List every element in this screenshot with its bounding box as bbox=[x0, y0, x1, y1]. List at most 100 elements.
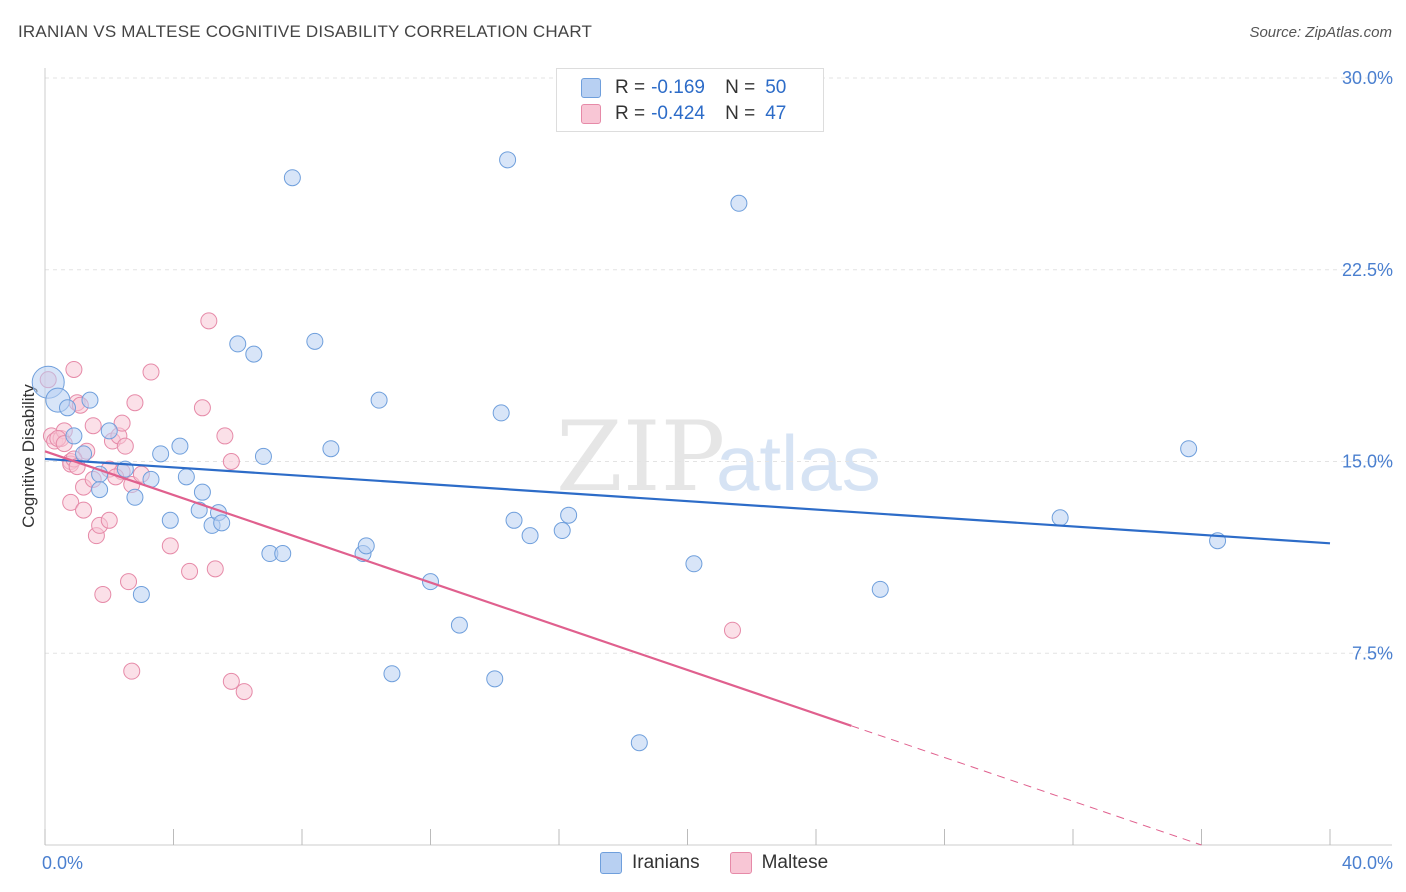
legend-n-value: 47 bbox=[765, 103, 787, 124]
iranians-point bbox=[193, 483, 211, 501]
iranians-point bbox=[560, 506, 578, 524]
legend-n-value: 50 bbox=[765, 77, 787, 98]
maltese-point bbox=[62, 493, 80, 511]
maltese-trend-line bbox=[44, 450, 852, 727]
y-tick-label: 30.0% bbox=[1342, 68, 1393, 88]
iranians-point bbox=[370, 391, 388, 409]
maltese-points bbox=[39, 312, 741, 701]
legend-item-maltese[interactable]: Maltese bbox=[729, 852, 829, 874]
maltese-point bbox=[94, 585, 112, 603]
iranians-point bbox=[1051, 509, 1069, 527]
iranians-point bbox=[306, 332, 324, 350]
maltese-point bbox=[113, 414, 131, 432]
axes bbox=[44, 68, 1392, 846]
legend-n-label: N = bbox=[725, 103, 756, 124]
iranians-point bbox=[630, 734, 648, 752]
iranians-point bbox=[521, 527, 539, 545]
iranians-point bbox=[161, 511, 179, 529]
chart-title: IRANIAN VS MALTESE COGNITIVE DISABILITY … bbox=[18, 22, 593, 41]
iranians-point bbox=[171, 437, 189, 455]
x-tick-labels: 0.0% 40.0% bbox=[42, 853, 1393, 873]
y-tick-label: 15.0% bbox=[1342, 452, 1393, 472]
maltese-point bbox=[161, 537, 179, 555]
iranians-swatch bbox=[581, 78, 601, 98]
x-tick-label: 40.0% bbox=[1342, 853, 1393, 873]
legend-row-maltese: R = -0.424 N = 47 bbox=[581, 101, 786, 127]
legend-r-value: -0.169 bbox=[651, 77, 705, 98]
maltese-point bbox=[142, 363, 160, 381]
maltese-point bbox=[181, 562, 199, 580]
iranians-point bbox=[553, 522, 571, 540]
iranians-point bbox=[730, 194, 748, 212]
legend-n-label: N = bbox=[725, 77, 756, 98]
iranians-point bbox=[58, 399, 76, 417]
maltese-point bbox=[200, 312, 218, 330]
iranians-point bbox=[152, 445, 170, 463]
iranians-point bbox=[357, 537, 375, 555]
iranians-point bbox=[254, 447, 272, 465]
maltese-point bbox=[723, 621, 741, 639]
iranians-point bbox=[685, 555, 703, 573]
iranians-point bbox=[65, 427, 83, 445]
y-axis-label: Cognitive Disability bbox=[19, 384, 38, 528]
stats-legend: R = -0.169 N = 50 R = -0.424 N = 47 bbox=[556, 68, 824, 132]
iranians-point bbox=[91, 481, 109, 499]
maltese-point bbox=[123, 662, 141, 680]
maltese-point bbox=[126, 394, 144, 412]
iranians-point bbox=[274, 545, 292, 563]
iranians-point bbox=[322, 440, 340, 458]
iranians-point bbox=[177, 468, 195, 486]
iranians-point bbox=[283, 169, 301, 187]
iranians-legend-label: Iranians bbox=[632, 852, 700, 873]
watermark-atlas: atlas bbox=[716, 419, 881, 507]
iranians-point bbox=[100, 422, 118, 440]
legend-r-label: R = bbox=[615, 77, 646, 98]
maltese-point bbox=[84, 417, 102, 435]
iranians-point bbox=[492, 404, 510, 422]
maltese-point bbox=[222, 672, 240, 690]
y-tick-labels: 7.5% 15.0% 22.5% 30.0% bbox=[1342, 68, 1393, 663]
legend-row-iranians: R = -0.169 N = 50 bbox=[581, 75, 786, 101]
maltese-point bbox=[75, 501, 93, 519]
iranians-point bbox=[383, 665, 401, 683]
maltese-legend-label: Maltese bbox=[761, 852, 829, 873]
gridlines bbox=[45, 77, 1392, 654]
maltese-legend-swatch bbox=[729, 852, 752, 874]
series-legend: Iranians Maltese bbox=[600, 852, 858, 874]
maltese-trend-extension bbox=[851, 725, 1202, 846]
iranians-point bbox=[871, 580, 889, 598]
y-axis-label-group: Cognitive Disability bbox=[19, 384, 38, 528]
iranians-point bbox=[1180, 440, 1198, 458]
maltese-point bbox=[193, 399, 211, 417]
y-tick-label: 7.5% bbox=[1352, 643, 1393, 663]
iranians-point bbox=[229, 335, 247, 353]
iranians-point bbox=[505, 511, 523, 529]
y-tick-label: 22.5% bbox=[1342, 260, 1393, 280]
iranians-legend-swatch bbox=[600, 852, 622, 874]
iranians-trend-line bbox=[44, 457, 1331, 545]
maltese-point bbox=[216, 427, 234, 445]
iranians-point bbox=[499, 151, 517, 169]
iranians-point bbox=[486, 670, 504, 688]
iranians-point bbox=[75, 445, 93, 463]
maltese-point bbox=[235, 683, 253, 701]
legend-r-label: R = bbox=[615, 103, 646, 124]
maltese-point bbox=[222, 453, 240, 470]
source-label: Source: ZipAtlas.com bbox=[1249, 24, 1392, 41]
iranians-point bbox=[81, 391, 99, 409]
legend-item-iranians[interactable]: Iranians bbox=[600, 852, 700, 874]
x-tick-label: 0.0% bbox=[42, 853, 83, 873]
maltese-swatch bbox=[581, 104, 601, 124]
maltese-point bbox=[100, 511, 118, 529]
iranians-point bbox=[126, 488, 144, 506]
maltese-point bbox=[65, 360, 83, 378]
iranians-point bbox=[450, 616, 468, 634]
iranians-point bbox=[245, 345, 263, 363]
trend-lines bbox=[44, 450, 1331, 846]
maltese-point bbox=[120, 573, 138, 591]
maltese-point bbox=[206, 560, 224, 578]
watermark-zip: ZIP bbox=[556, 401, 725, 513]
legend-r-value: -0.424 bbox=[651, 103, 705, 124]
iranians-point bbox=[132, 585, 150, 603]
